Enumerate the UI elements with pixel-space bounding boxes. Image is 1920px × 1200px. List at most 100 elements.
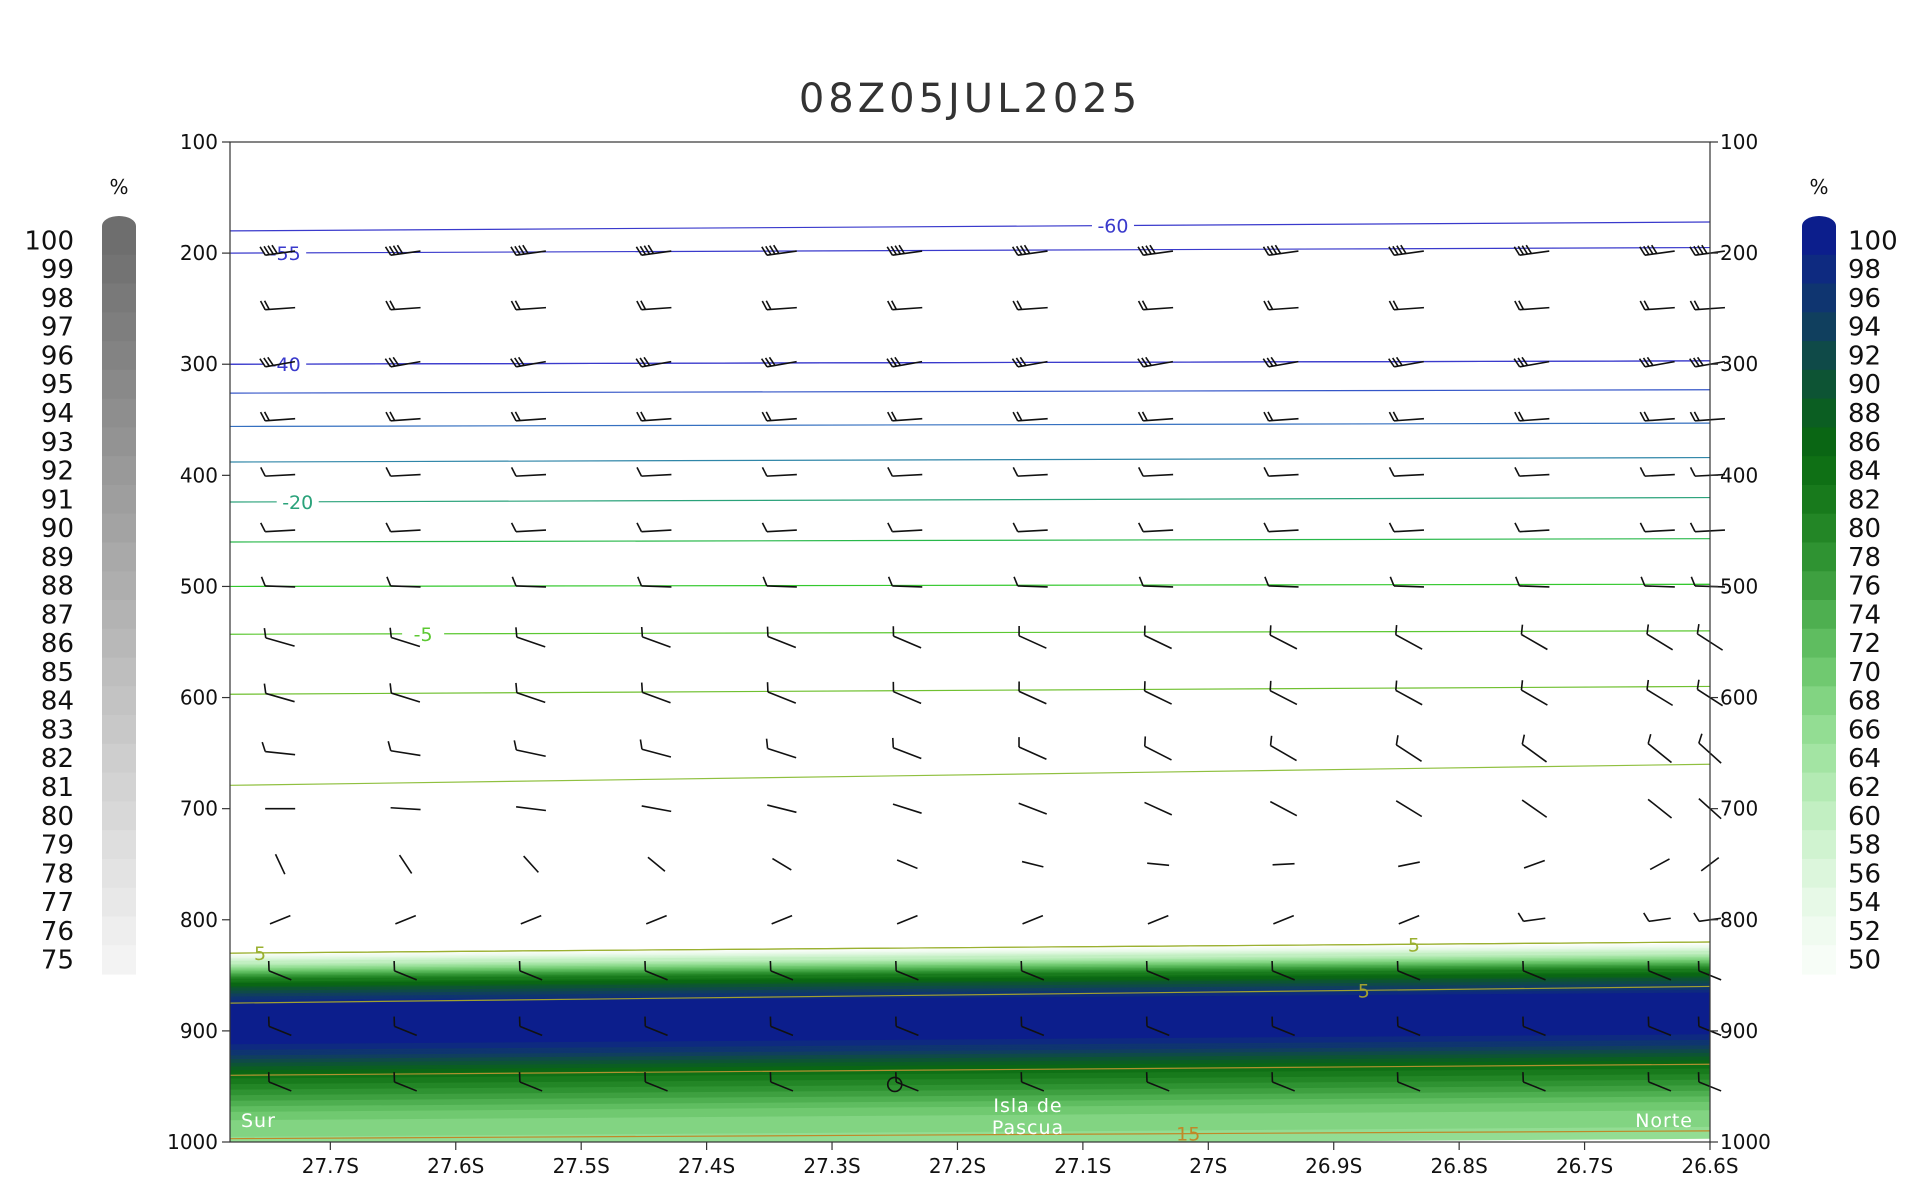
- wind-barb: [1137, 356, 1174, 368]
- wind-barb-shaft: [1144, 634, 1172, 650]
- wind-barb-shaft: [1649, 858, 1670, 871]
- wind-barb-feather: [1137, 522, 1144, 533]
- wind-barb-feather: [1693, 300, 1700, 310]
- wind-barb-shaft: [1143, 417, 1174, 422]
- wind-barb-feather: [1643, 411, 1650, 421]
- wind-barb-shaft: [1395, 689, 1423, 706]
- colorbar-label: 96: [1848, 284, 1881, 314]
- wind-barb-shaft: [1017, 417, 1048, 422]
- wind-barb-feather: [1388, 300, 1395, 311]
- wind-barb: [644, 1016, 668, 1037]
- colorbar-swatch: [102, 916, 136, 946]
- wind-barb: [260, 522, 296, 533]
- wind-barb: [1262, 244, 1299, 256]
- colorbar-swatch: [1802, 427, 1836, 457]
- wind-barb-feather: [518, 1072, 521, 1082]
- wind-barb: [1012, 411, 1048, 422]
- wind-barb-feather: [1639, 300, 1646, 311]
- wind-barb-feather: [1137, 300, 1144, 311]
- contour-line: [230, 630, 1710, 635]
- wind-barb-shaft: [1648, 917, 1671, 923]
- wind-barb-shaft: [893, 690, 922, 705]
- humidity-band: [230, 1013, 1710, 1031]
- wind-barb-feather: [1521, 356, 1529, 366]
- wind-barb-feather: [1693, 357, 1700, 367]
- wind-barb-shaft: [1398, 914, 1420, 925]
- colorbar-label: 80: [1848, 514, 1881, 544]
- wind-barb: [644, 1072, 668, 1092]
- wind-barb: [1522, 1072, 1546, 1092]
- wind-barb-shaft: [892, 360, 923, 368]
- wind-barb-feather: [1396, 960, 1399, 971]
- wind-barb-shaft: [1018, 635, 1047, 649]
- x-tick-label: 26.8S: [1431, 1154, 1488, 1178]
- wind-barb-feather: [1520, 680, 1524, 691]
- wind-barb: [635, 356, 672, 368]
- humidity-band: [230, 993, 1710, 1011]
- wind-barb-shaft: [896, 859, 918, 870]
- wind-barb-feather: [1137, 411, 1144, 422]
- wind-barb: [269, 914, 291, 925]
- humidity-band: [230, 1101, 1710, 1116]
- wind-barb-feather: [1643, 912, 1650, 922]
- wind-barb-feather: [1395, 680, 1398, 691]
- wind-barb-feather: [1141, 300, 1148, 310]
- wind-barb-shaft: [1146, 1025, 1170, 1037]
- wind-barb: [1696, 624, 1724, 651]
- wind-barb-shaft: [1393, 473, 1425, 477]
- wind-barb-feather: [518, 960, 521, 971]
- wind-barb-feather: [1270, 245, 1278, 255]
- colorbar-label: 84: [41, 687, 74, 717]
- wind-barb-feather: [1013, 576, 1019, 587]
- wind-barb-feather: [1141, 357, 1148, 367]
- colorbar-label: 86: [1848, 428, 1881, 458]
- wind-barb-feather: [1388, 411, 1395, 422]
- wind-barb-feather: [766, 682, 769, 693]
- wind-barb-shaft: [390, 529, 421, 533]
- wind-barb-feather: [267, 960, 270, 971]
- wind-barb-feather: [644, 1016, 647, 1027]
- colorbar-label: 92: [1848, 341, 1881, 371]
- wind-barb-feather: [384, 358, 392, 368]
- wind-barb-feather: [761, 300, 768, 311]
- wind-barb-shaft: [767, 804, 797, 814]
- y-tick-label-right: 900: [1720, 1019, 1758, 1043]
- colorbar-label: 76: [41, 917, 74, 947]
- wind-barb: [769, 960, 794, 981]
- wind-barb-feather: [898, 244, 905, 254]
- wind-barb: [1395, 680, 1423, 706]
- wind-barb-shaft: [1644, 360, 1675, 368]
- wind-barb: [887, 300, 923, 311]
- wind-barb: [1012, 466, 1048, 477]
- wind-barb-shaft: [1644, 585, 1675, 588]
- colorbar-swatch: [1802, 571, 1836, 601]
- wind-barb: [1269, 800, 1298, 817]
- wind-barb-shaft: [1018, 746, 1047, 760]
- wind-barb: [518, 1072, 543, 1092]
- wind-barb: [640, 626, 671, 648]
- colorbar-label: 91: [41, 485, 74, 515]
- wind-barb-feather: [887, 300, 894, 311]
- wind-barb-shaft: [892, 746, 922, 760]
- plot-frame: [229, 141, 1711, 1143]
- wind-barb: [641, 805, 672, 813]
- wind-barb-shaft: [1397, 1025, 1421, 1037]
- wind-barb-feather: [1514, 411, 1521, 422]
- wind-barb-feather: [1269, 735, 1273, 746]
- wind-barb-shaft: [1021, 970, 1045, 981]
- wind-barb-feather: [263, 245, 270, 256]
- wind-barb-feather: [259, 300, 266, 311]
- wind-barb-feather: [1270, 356, 1278, 366]
- wind-barb: [1012, 300, 1048, 311]
- wind-barb-feather: [1522, 1016, 1525, 1027]
- wind-barb-feather: [267, 356, 274, 366]
- colorbar-swatch: [102, 715, 136, 745]
- humidity-band: [230, 1123, 1710, 1138]
- colorbar-label: 84: [1848, 457, 1881, 487]
- wind-barb: [510, 522, 547, 533]
- wind-barb-shaft: [268, 1081, 292, 1092]
- y-tick-label-left: 700: [180, 797, 218, 821]
- wind-barb-feather: [640, 682, 644, 693]
- humidity-band: [230, 1090, 1710, 1105]
- colorbar-swatch: [102, 283, 136, 313]
